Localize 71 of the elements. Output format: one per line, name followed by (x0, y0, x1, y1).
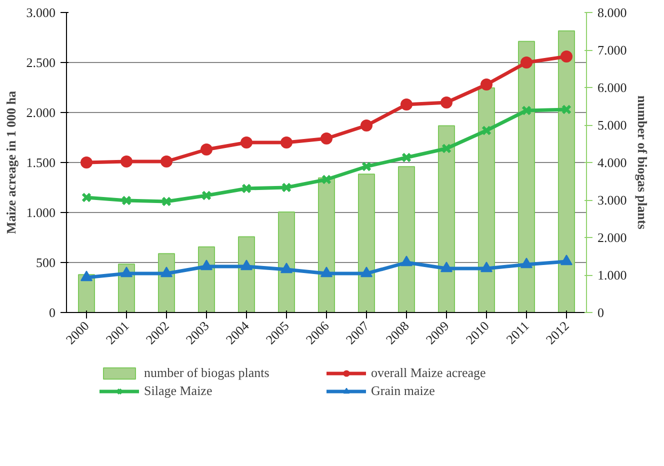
legend-label: overall Maize acreage (371, 365, 487, 381)
point (520, 258, 532, 268)
point (200, 260, 212, 270)
y2-tick-label: 2.000 (598, 230, 627, 245)
point (160, 266, 172, 278)
point (240, 136, 252, 148)
point (200, 144, 212, 156)
legend-label: Grain maize (371, 383, 436, 399)
point (521, 105, 532, 116)
y-tick-label: 1.500 (26, 155, 56, 170)
point (80, 156, 92, 168)
bar (358, 174, 375, 312)
point (120, 156, 132, 168)
y2-tick-label: 7.000 (598, 42, 627, 58)
point (441, 143, 452, 154)
y-axis-title: Maize acreage in 1 000 ha (3, 90, 18, 234)
y-tick-label: 500 (36, 255, 56, 270)
legend-label: Silage Maize (144, 383, 214, 399)
bar (518, 40, 535, 312)
y-tick-label: 3.000 (26, 5, 56, 20)
legend-label: number of biogas plants (144, 365, 270, 381)
point (160, 156, 172, 168)
point (361, 161, 372, 172)
point (281, 182, 292, 193)
point (240, 260, 252, 270)
point (121, 195, 132, 206)
point (320, 266, 332, 278)
point (560, 50, 572, 62)
bar (558, 30, 575, 312)
point (481, 125, 492, 136)
bar (478, 87, 495, 312)
point (560, 254, 572, 266)
point (440, 262, 452, 272)
y2-tick-label: 0 (598, 305, 604, 320)
bar (398, 166, 415, 312)
point (320, 132, 332, 144)
point (120, 266, 132, 278)
point (520, 56, 532, 68)
point (280, 136, 292, 148)
y-tick-label: 1.000 (26, 205, 56, 220)
point (480, 78, 492, 90)
y2-tick-label: 5.000 (598, 118, 627, 132)
bar (318, 177, 335, 312)
y2-axis-title: number of biogas plants (634, 96, 650, 230)
point (440, 96, 452, 108)
point (80, 270, 92, 282)
y-tick-label: 2.500 (26, 55, 56, 70)
y2-tick-label: 1.000 (598, 268, 627, 282)
point (480, 262, 492, 272)
point (360, 120, 372, 132)
point (401, 152, 412, 163)
y-tick-label: 2.000 (26, 105, 56, 120)
point (400, 256, 412, 266)
y2-tick-label: 6.000 (598, 80, 627, 95)
point (360, 266, 372, 278)
point (241, 183, 252, 194)
y-tick-label: 0 (49, 305, 56, 320)
y2-tick-label: 3.000 (598, 192, 627, 208)
bar (278, 212, 295, 312)
point (201, 190, 212, 201)
point (400, 98, 412, 110)
point (321, 174, 332, 185)
point (161, 196, 172, 207)
bar (438, 125, 455, 312)
y2-tick-label: 4.000 (598, 155, 627, 170)
bar (238, 236, 255, 312)
bar (198, 246, 215, 312)
x-tick-label: 2001 (102, 318, 132, 348)
point (280, 262, 292, 274)
x-tick-label: 2011 (503, 318, 532, 347)
y2-tick-label: 8.000 (598, 5, 627, 20)
